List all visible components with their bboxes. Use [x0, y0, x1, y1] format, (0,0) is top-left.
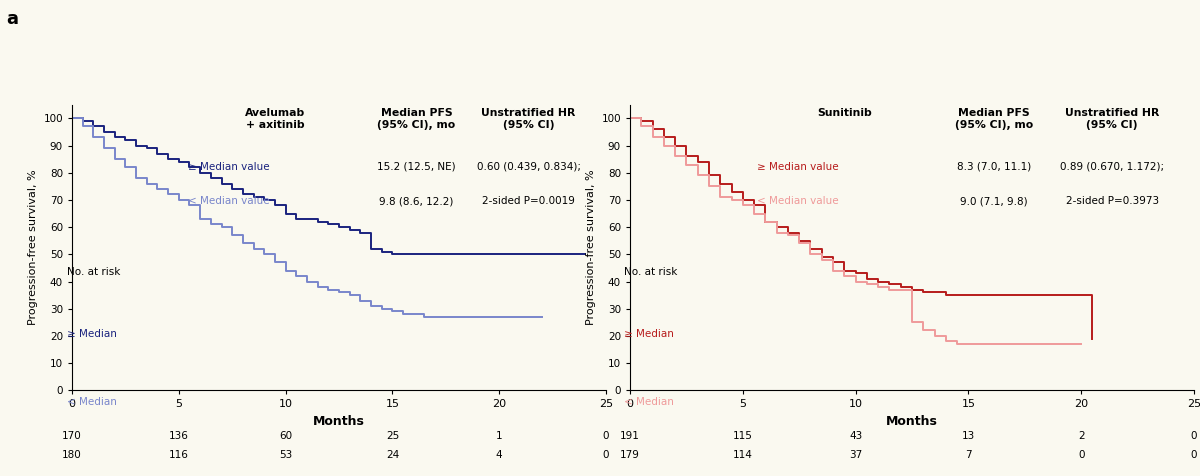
- Text: 25: 25: [385, 431, 400, 441]
- Text: 7: 7: [965, 450, 972, 460]
- Text: 53: 53: [278, 450, 293, 460]
- Text: ≥ Median value: ≥ Median value: [188, 162, 270, 172]
- Text: 2-sided P=0.3973: 2-sided P=0.3973: [1066, 196, 1159, 206]
- Text: Sunitinib: Sunitinib: [817, 108, 871, 118]
- Text: 9.0 (7.1, 9.8): 9.0 (7.1, 9.8): [960, 196, 1027, 206]
- Text: 13: 13: [961, 431, 976, 441]
- Text: 116: 116: [169, 450, 188, 460]
- Text: 37: 37: [848, 450, 863, 460]
- Text: 9.8 (8.6, 12.2): 9.8 (8.6, 12.2): [379, 196, 454, 206]
- Text: Avelumab
+ axitinib: Avelumab + axitinib: [245, 108, 305, 130]
- Y-axis label: Progression-free survival, %: Progression-free survival, %: [28, 170, 37, 325]
- Text: 4: 4: [496, 450, 503, 460]
- X-axis label: Months: Months: [313, 415, 365, 428]
- Text: 179: 179: [620, 450, 640, 460]
- Text: 170: 170: [62, 431, 82, 441]
- Text: < Median: < Median: [624, 397, 674, 407]
- Text: Median PFS
(95% CI), mo: Median PFS (95% CI), mo: [955, 108, 1033, 130]
- Text: Unstratified HR
(95% CI): Unstratified HR (95% CI): [1066, 108, 1159, 130]
- Text: < Median: < Median: [67, 397, 116, 407]
- Text: 60: 60: [280, 431, 292, 441]
- Text: 0.89 (0.670, 1.172);: 0.89 (0.670, 1.172);: [1060, 162, 1164, 172]
- Text: 0: 0: [1190, 450, 1198, 460]
- Text: No. at risk: No. at risk: [624, 267, 678, 277]
- Text: Unstratified HR
(95% CI): Unstratified HR (95% CI): [481, 108, 576, 130]
- Text: 136: 136: [169, 431, 188, 441]
- Text: 1: 1: [496, 431, 503, 441]
- Text: 0: 0: [1078, 450, 1085, 460]
- Text: ≥ Median: ≥ Median: [624, 329, 674, 339]
- Text: No. at risk: No. at risk: [67, 267, 120, 277]
- Text: 15.2 (12.5, NE): 15.2 (12.5, NE): [377, 162, 456, 172]
- Text: ≥ Median: ≥ Median: [67, 329, 116, 339]
- Text: 180: 180: [62, 450, 82, 460]
- Text: 24: 24: [385, 450, 400, 460]
- Text: a: a: [6, 10, 18, 28]
- X-axis label: Months: Months: [886, 415, 938, 428]
- Text: 115: 115: [733, 431, 752, 441]
- Text: ≥ Median value: ≥ Median value: [757, 162, 839, 172]
- Text: 43: 43: [848, 431, 863, 441]
- Text: 0: 0: [1190, 431, 1198, 441]
- Text: 2: 2: [1078, 431, 1085, 441]
- Text: 114: 114: [733, 450, 752, 460]
- Text: < Median value: < Median value: [188, 196, 270, 206]
- Text: 0: 0: [602, 450, 610, 460]
- Text: 191: 191: [620, 431, 640, 441]
- Text: Median PFS
(95% CI), mo: Median PFS (95% CI), mo: [377, 108, 456, 130]
- Text: < Median value: < Median value: [757, 196, 839, 206]
- Text: 0.60 (0.439, 0.834);: 0.60 (0.439, 0.834);: [476, 162, 581, 172]
- Text: 0: 0: [602, 431, 610, 441]
- Text: 8.3 (7.0, 11.1): 8.3 (7.0, 11.1): [956, 162, 1031, 172]
- Text: 2-sided P=0.0019: 2-sided P=0.0019: [482, 196, 575, 206]
- Y-axis label: Progression-free survival, %: Progression-free survival, %: [586, 170, 595, 325]
